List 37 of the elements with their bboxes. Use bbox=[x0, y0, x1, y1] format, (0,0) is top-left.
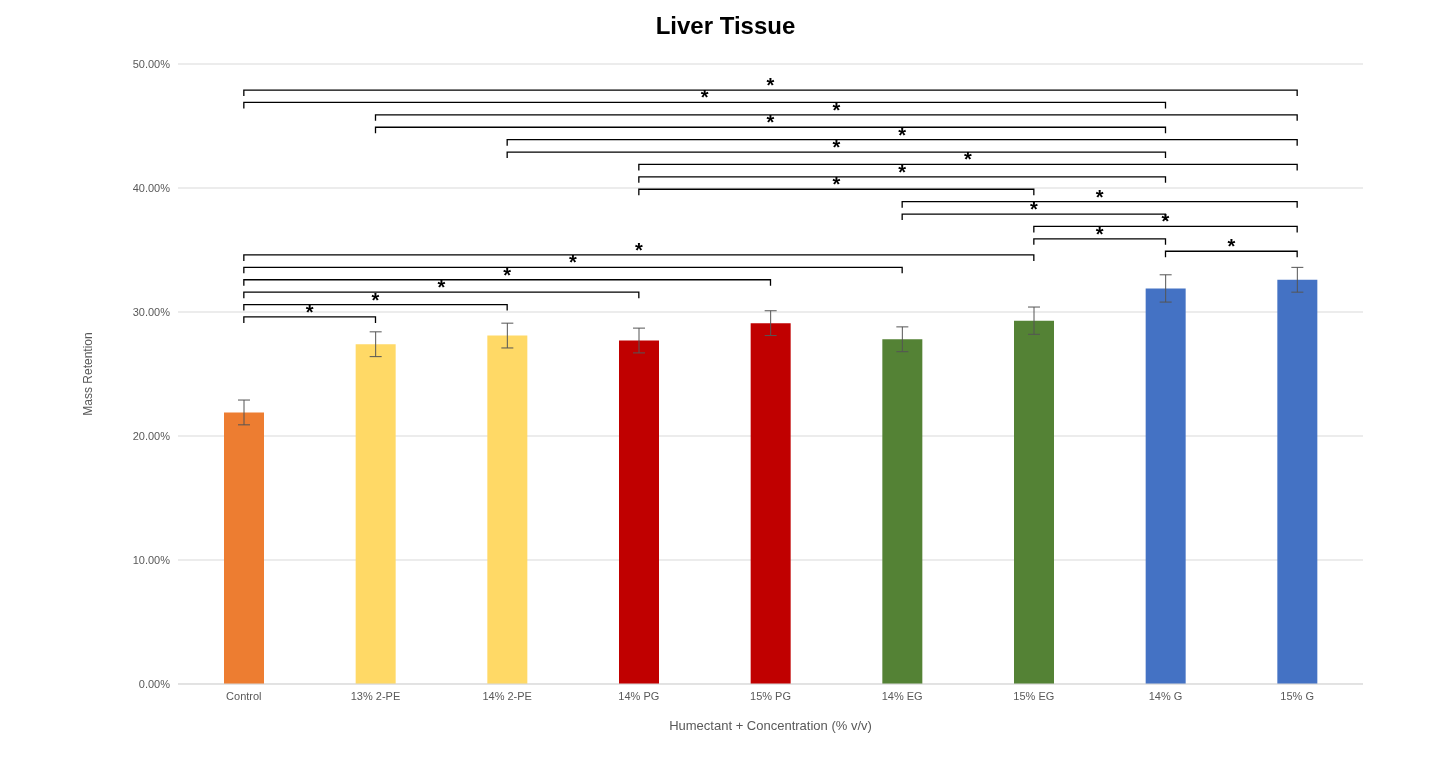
chart-title: Liver Tissue bbox=[654, 11, 797, 41]
annotation: * bbox=[1227, 235, 1236, 258]
x-tick-label: 15% EG bbox=[1013, 689, 1055, 702]
annotation: * bbox=[964, 148, 973, 171]
annotation: * bbox=[898, 160, 907, 183]
annotation: * bbox=[766, 111, 775, 134]
annotation: * bbox=[634, 238, 643, 261]
y-tick-label: 30.00% bbox=[132, 305, 171, 318]
annotation: * bbox=[371, 288, 380, 311]
annotation: * bbox=[766, 74, 775, 97]
x-tick-label: 14% EG bbox=[881, 689, 923, 702]
annotation: * bbox=[1029, 198, 1038, 221]
x-tick-label: 15% PG bbox=[750, 689, 791, 702]
x-tick-label: Control bbox=[226, 689, 262, 702]
annotation: * bbox=[305, 300, 314, 323]
y-tick-label: 0.00% bbox=[138, 677, 171, 690]
x-tick-label: 13% 2-PE bbox=[350, 689, 401, 702]
x-axis-title: Humectant + Concentration (% v/v) bbox=[669, 718, 872, 733]
y-tick-label: 40.00% bbox=[132, 181, 171, 194]
y-tick-label: 20.00% bbox=[132, 429, 171, 442]
annotation: * bbox=[503, 263, 512, 286]
annotation: * bbox=[700, 86, 709, 109]
y-tick-label: 10.00% bbox=[132, 553, 171, 566]
x-tick-label: 15% G bbox=[1280, 689, 1314, 702]
annotation: * bbox=[1095, 222, 1104, 245]
annotation: * bbox=[898, 123, 907, 146]
annotation: * bbox=[1095, 185, 1104, 208]
annotation: * bbox=[569, 251, 578, 274]
annotation: * bbox=[437, 276, 446, 299]
y-tick-label: 50.00% bbox=[132, 57, 171, 70]
x-tick-label: 14% PG bbox=[618, 689, 660, 702]
x-tick-label: 14% G bbox=[1148, 689, 1183, 702]
x-tick-label: 14% 2-PE bbox=[482, 689, 532, 702]
annotation: * bbox=[832, 173, 841, 196]
annotation: * bbox=[832, 98, 841, 121]
annotation: * bbox=[832, 136, 841, 159]
y-axis-title: Mass Retention bbox=[81, 332, 96, 416]
